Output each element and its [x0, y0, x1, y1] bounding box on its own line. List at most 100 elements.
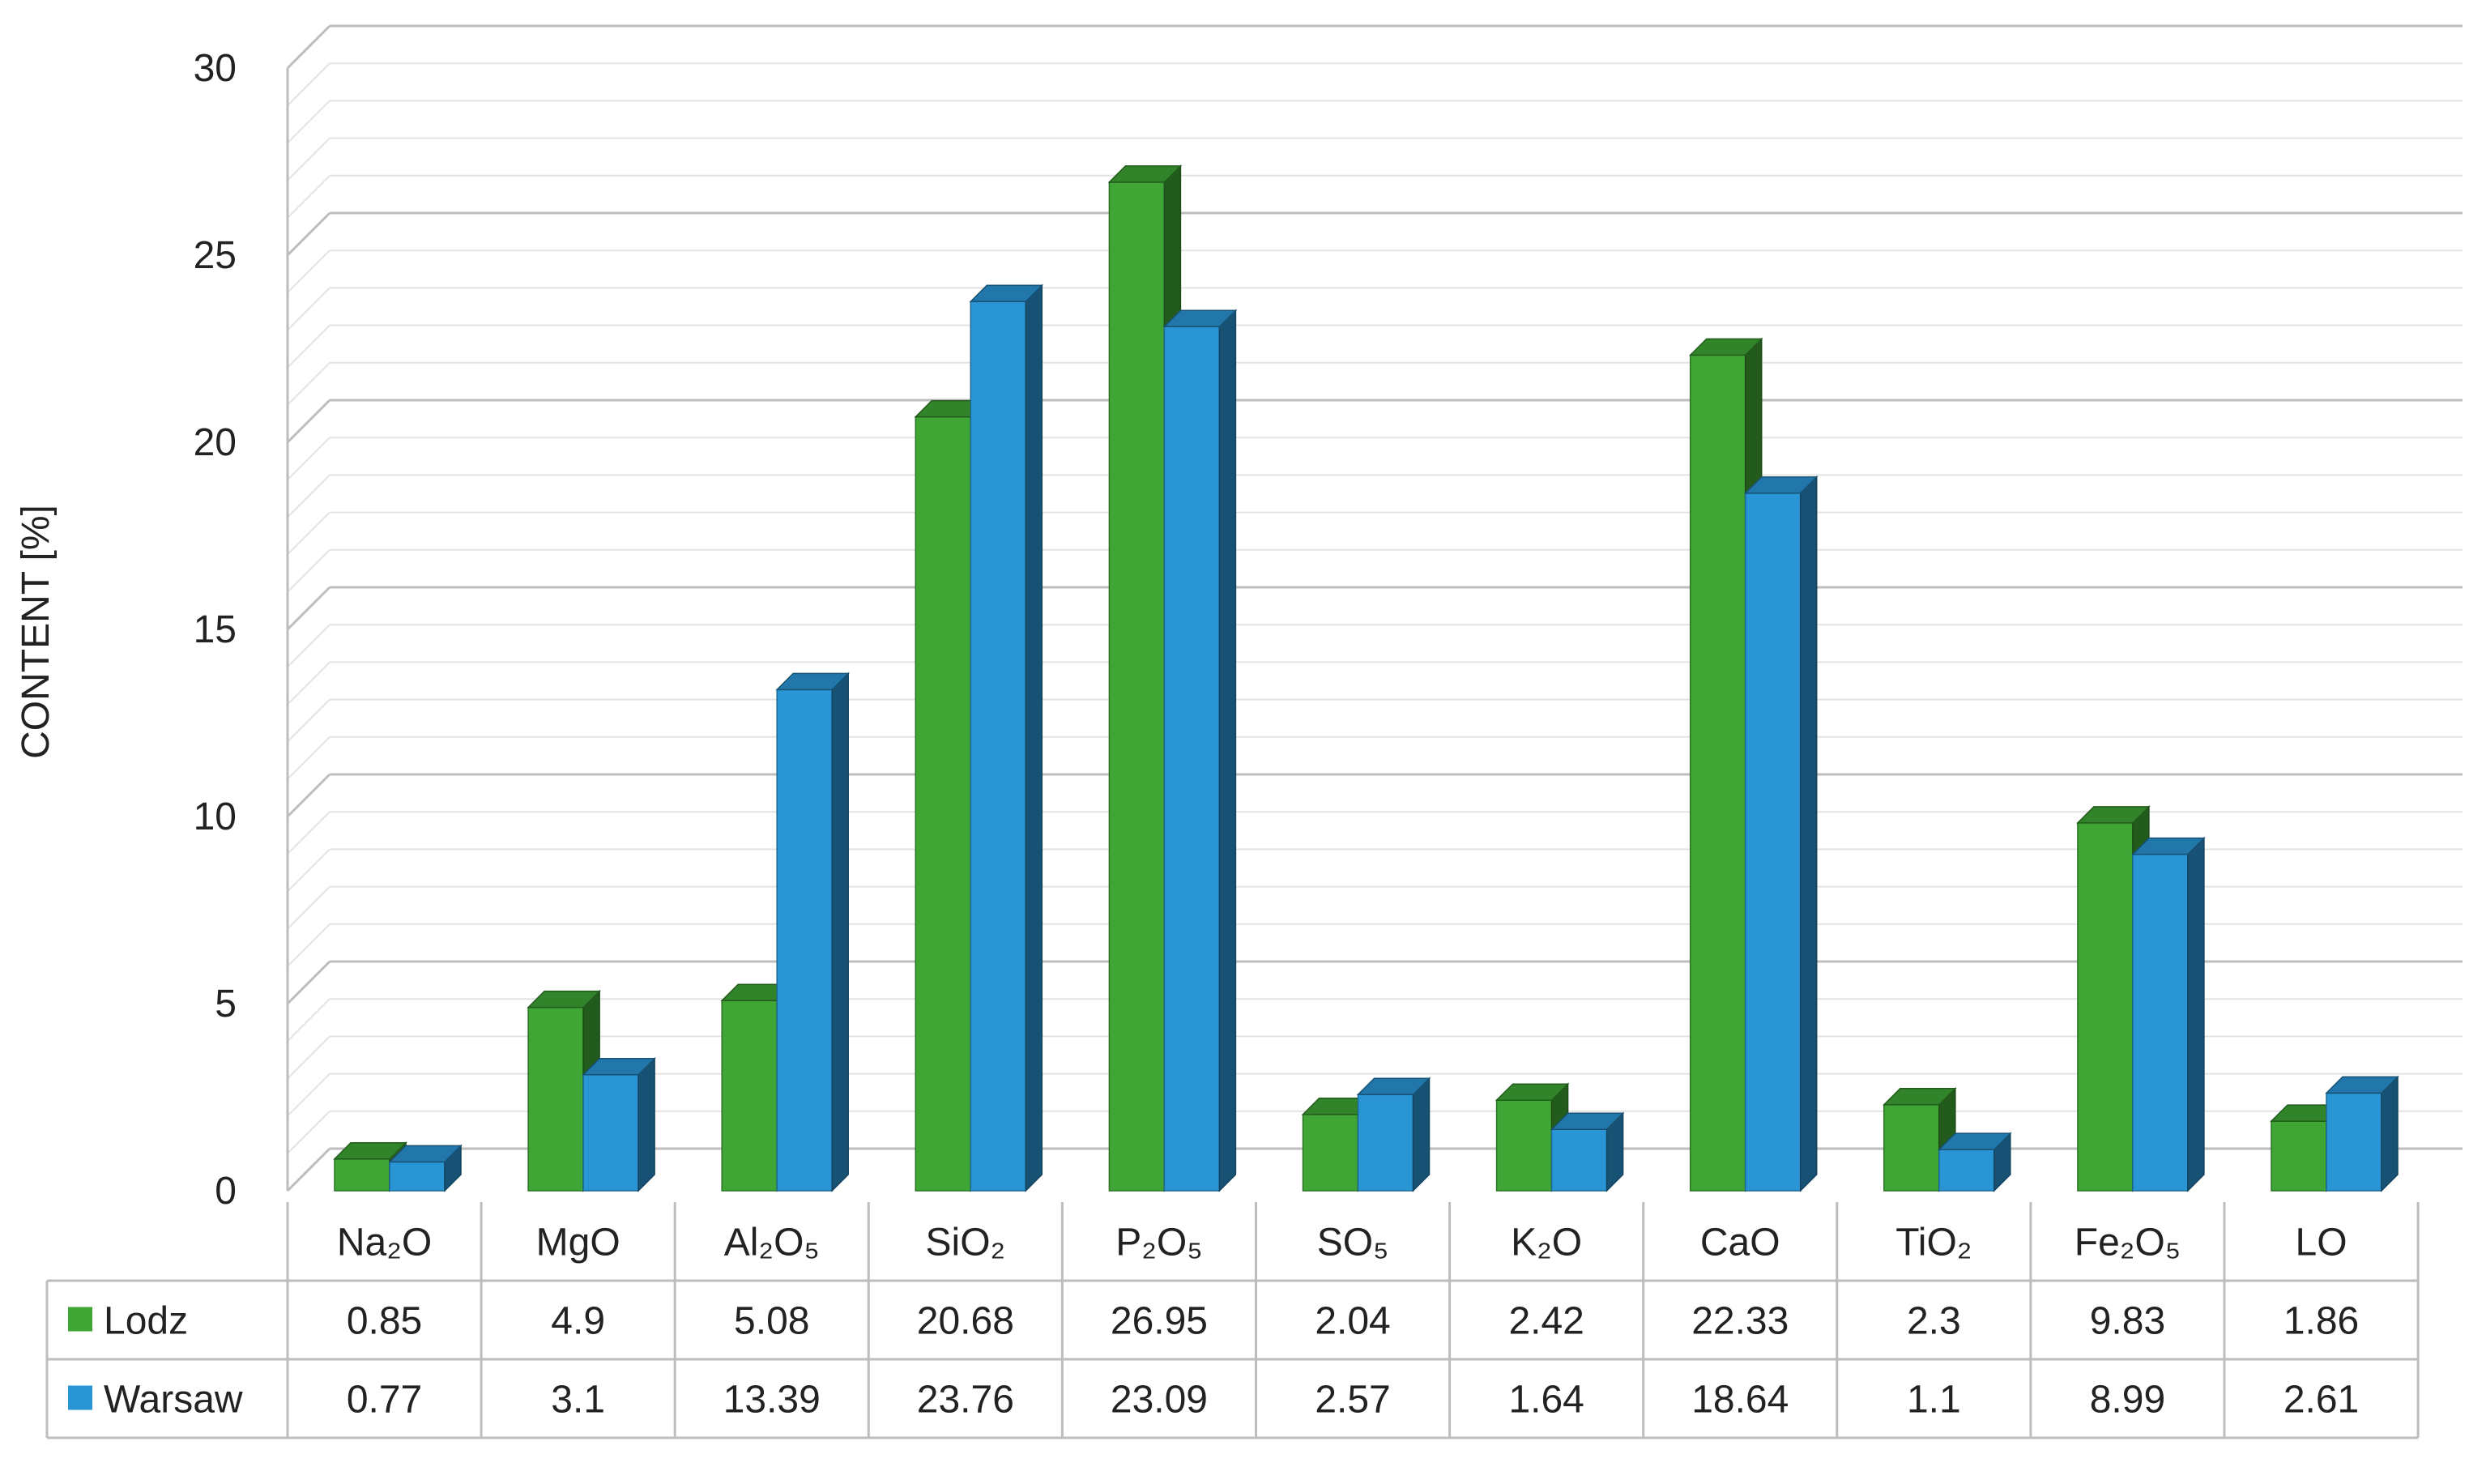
data-label: 20.68: [917, 1300, 1014, 1343]
gridline-side: [287, 1072, 330, 1117]
bar-side: [1218, 309, 1237, 1192]
data-label: 18.64: [1691, 1379, 1789, 1422]
x-tick-label: Na₂O: [337, 1222, 432, 1264]
bar-warsaw-6: [1550, 1111, 1625, 1192]
bar-front: [389, 1161, 446, 1192]
data-label: 9.83: [2090, 1300, 2165, 1343]
bar-front: [2326, 1092, 2382, 1192]
bar-warsaw-8: [1937, 1132, 2012, 1192]
data-label: 2.57: [1315, 1379, 1390, 1422]
bar-top: [1495, 1083, 1570, 1101]
y-tick-label: 25: [194, 234, 237, 277]
data-table: Na₂O MgO Al₂O₅ SiO₂ P₂O₅ SO₅ K₂O CaO TiO₂ Fe₂O₅ LO…: [45, 1202, 2420, 1439]
gridline-side: [286, 399, 331, 444]
data-label: 0.85: [347, 1300, 422, 1343]
bars: [333, 164, 2399, 1192]
x-tick-label: TiO₂: [1895, 1222, 1972, 1264]
x-tick-label: MgO: [536, 1222, 620, 1264]
gridline-side: [287, 549, 330, 593]
data-label: 23.09: [1111, 1379, 1208, 1422]
bar-side: [2187, 836, 2205, 1192]
data-label: 23.76: [917, 1379, 1014, 1422]
data-label: 1.1: [1907, 1379, 1961, 1422]
bar-front: [1302, 1114, 1359, 1192]
bar-front: [334, 1158, 390, 1192]
data-label: 0.77: [347, 1379, 422, 1422]
data-label: 22.33: [1691, 1300, 1789, 1343]
bar-warsaw-4: [1162, 309, 1238, 1192]
data-label: 2.04: [1315, 1300, 1390, 1343]
bar-top: [527, 990, 601, 1009]
legend-key-warsaw: [68, 1385, 92, 1410]
x-tick-label: SO₅: [1317, 1222, 1389, 1264]
y-tick-label: 10: [194, 795, 237, 838]
gridline-side: [287, 848, 330, 893]
bar-top: [1550, 1112, 1625, 1130]
bar-top: [2131, 837, 2206, 855]
gridline-side: [287, 923, 330, 967]
bar-side: [637, 1056, 655, 1192]
gridline-side: [287, 1111, 330, 1154]
bar-side: [1025, 284, 1043, 1192]
bar-front: [721, 1000, 778, 1192]
bar-front: [970, 301, 1027, 1192]
bar-warsaw-3: [969, 284, 1044, 1192]
bar-warsaw-5: [1356, 1077, 1431, 1192]
y-axis: 0 5 10 15 20 25 30: [194, 47, 237, 1213]
gridline-side: [286, 211, 331, 257]
bar-side: [1412, 1077, 1431, 1192]
gridline-side: [287, 249, 330, 293]
bar-front: [2132, 853, 2189, 1192]
x-tick-label: P₂O₅: [1115, 1222, 1202, 1264]
data-label: 3.1: [551, 1379, 605, 1422]
gridline-side: [287, 885, 330, 930]
bar-front: [1883, 1103, 1940, 1192]
bar-front: [1108, 181, 1166, 1192]
gridline-side: [287, 474, 330, 518]
bar-top: [1107, 165, 1183, 183]
bar-front: [1550, 1128, 1608, 1192]
bar-top: [1356, 1077, 1431, 1096]
bar-warsaw-9: [2131, 836, 2206, 1192]
bar-top: [333, 1141, 407, 1160]
bar-warsaw-1: [582, 1056, 656, 1192]
x-tick-label: LO: [2296, 1222, 2347, 1264]
bar-front: [776, 689, 833, 1192]
bar-top: [1882, 1087, 1957, 1106]
gridline-side: [286, 1147, 331, 1192]
bar-front: [1744, 493, 1802, 1192]
gridline-side: [287, 137, 330, 181]
bar-side: [831, 672, 849, 1192]
bar-front: [915, 416, 972, 1192]
bar-side: [1799, 475, 1818, 1192]
x-tick-label: K₂O: [1511, 1222, 1582, 1264]
gridline-side: [287, 661, 330, 706]
bar-front: [1689, 354, 1746, 1192]
bar-front: [1163, 326, 1221, 1192]
bar-top: [1688, 338, 1763, 356]
y-tick-label: 20: [194, 421, 237, 464]
gridline-side: [286, 960, 331, 1005]
bar-top: [582, 1058, 656, 1076]
data-label: 26.95: [1111, 1300, 1208, 1343]
data-label: 2.42: [1508, 1300, 1584, 1343]
bar-warsaw-0: [388, 1144, 463, 1192]
bar-top: [1743, 476, 1819, 494]
bar-lodz-10: [2270, 1103, 2344, 1192]
legend-label: Lodz: [104, 1300, 188, 1343]
x-tick-label: Fe₂O₅: [2075, 1222, 2181, 1264]
gridline-side: [287, 1035, 330, 1080]
bar-top: [388, 1145, 463, 1163]
y-axis-label: CONTENT [%]: [15, 505, 58, 759]
gridline-side: [286, 773, 331, 818]
bar-warsaw-2: [775, 672, 851, 1192]
bar-front: [2077, 822, 2134, 1192]
gridline-side: [287, 62, 330, 106]
x-tick-label: SiO₂: [926, 1222, 1006, 1264]
bar-side: [2381, 1075, 2399, 1192]
bar-front: [582, 1074, 639, 1192]
gridline-side: [287, 998, 330, 1042]
bar-front: [1495, 1099, 1553, 1192]
